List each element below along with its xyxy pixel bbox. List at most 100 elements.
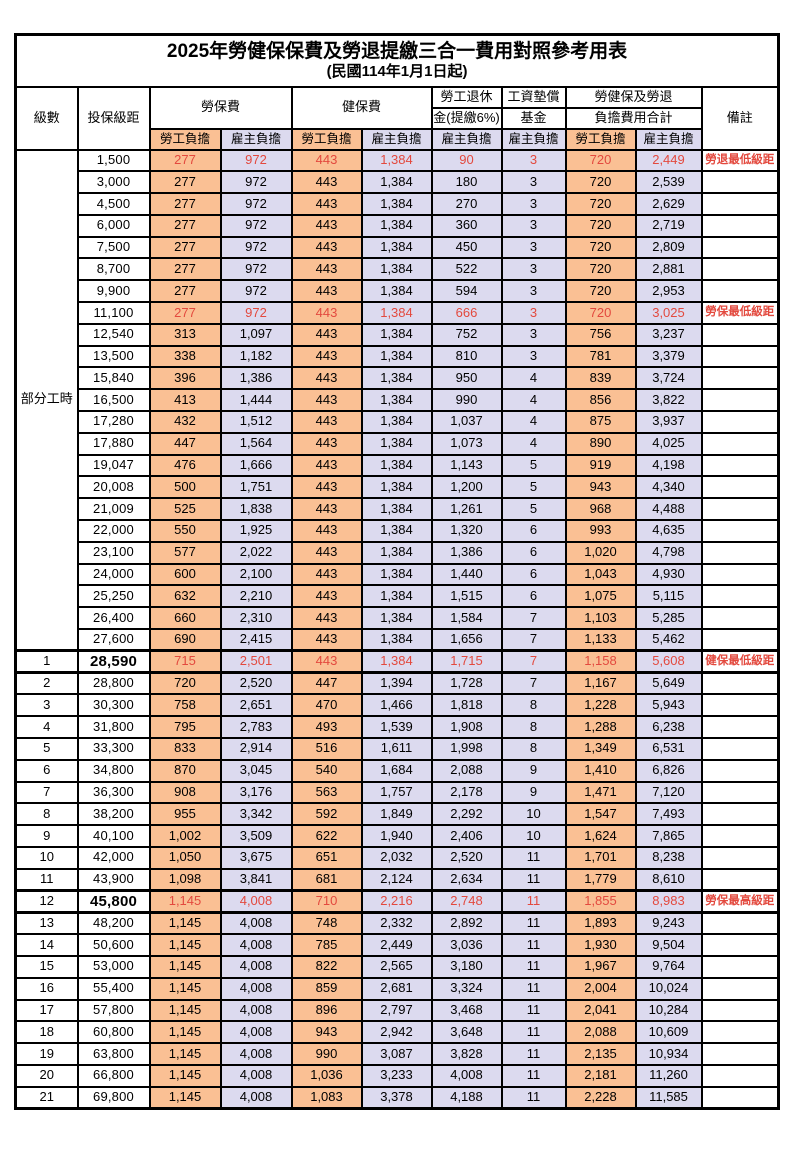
remark-cell — [700, 846, 780, 870]
bracket-cell: 34,800 — [76, 758, 151, 783]
total-employer-cell: 10,284 — [634, 998, 703, 1023]
li-employer-cell: 4,008 — [219, 954, 293, 979]
hi-employee-cell: 443 — [290, 431, 363, 456]
level-cell: 9 — [14, 824, 79, 848]
header-pension-line2: 金(提繳6%) — [430, 106, 503, 130]
pension-employer-cell: 1,320 — [430, 519, 503, 543]
li-employee-cell: 600 — [148, 562, 222, 587]
pension-employer-cell: 1,998 — [430, 737, 503, 761]
bracket-cell: 3,000 — [76, 170, 151, 195]
level-cell: 11 — [14, 867, 79, 892]
total-employer-cell: 2,953 — [634, 279, 703, 304]
li-employer-cell: 2,210 — [219, 584, 293, 609]
level-cell: 2 — [14, 671, 79, 696]
total-employer-cell: 7,865 — [634, 824, 703, 848]
hi-employer-cell: 2,332 — [360, 911, 433, 936]
hi-employer-cell: 1,940 — [360, 824, 433, 848]
wage-fund-employer-cell: 9 — [500, 780, 567, 805]
hi-employer-cell: 1,384 — [360, 628, 433, 652]
remark-cell — [700, 235, 780, 260]
level-cell: 14 — [14, 933, 79, 957]
total-employee-cell: 2,181 — [564, 1063, 637, 1088]
hi-employer-cell: 2,797 — [360, 998, 433, 1023]
hi-employee-cell: 443 — [290, 497, 363, 522]
total-employee-cell: 1,288 — [564, 715, 637, 740]
table-row: 1 28,590 715 2,501 443 1,384 1,715 7 1,158 5,608 健… — [14, 649, 780, 675]
total-employee-cell: 1,133 — [564, 628, 637, 652]
li-employee-cell: 277 — [148, 170, 222, 195]
hi-employee-cell: 443 — [290, 322, 363, 347]
total-employee-cell: 720 — [564, 213, 637, 238]
total-employer-cell: 9,243 — [634, 911, 703, 936]
li-employee-cell: 550 — [148, 519, 222, 543]
li-employee-cell: 690 — [148, 628, 222, 652]
hi-employer-cell: 1,384 — [360, 431, 433, 456]
remark-cell — [700, 1020, 780, 1045]
level-cell: 17 — [14, 998, 79, 1023]
pension-employer-cell: 1,515 — [430, 584, 503, 609]
wage-fund-employer-cell: 8 — [500, 737, 567, 761]
pension-employer-cell: 3,648 — [430, 1020, 503, 1045]
hi-employee-cell: 785 — [290, 933, 363, 957]
wage-fund-employer-cell: 6 — [500, 562, 567, 587]
wage-fund-employer-cell: 11 — [500, 976, 567, 1001]
table-row: 9,900 277 972 443 1,384 594 3 720 2,953 — [16, 279, 780, 304]
bracket-cell: 55,400 — [76, 976, 151, 1001]
li-employee-cell: 720 — [148, 671, 222, 696]
hi-employer-cell: 2,942 — [360, 1020, 433, 1045]
hi-employee-cell: 443 — [290, 584, 363, 609]
header-labor-insurance: 勞保費 — [148, 85, 293, 130]
li-employee-cell: 908 — [148, 780, 222, 805]
level-cell: 18 — [14, 1020, 79, 1045]
title-row: 2025年勞健保保費及勞退提繳三合一費用對照參考用表 (民國114年1月1日起) — [14, 33, 780, 88]
hi-employee-cell: 651 — [290, 846, 363, 870]
total-employee-cell: 1,624 — [564, 824, 637, 848]
remark-cell: 健保最低級距 — [700, 649, 780, 675]
hi-employee-cell: 443 — [290, 366, 363, 391]
total-employer-cell: 4,798 — [634, 540, 703, 565]
level-cell: 16 — [14, 976, 79, 1001]
total-employer-cell: 10,609 — [634, 1020, 703, 1045]
table-row: 19,047 476 1,666 443 1,384 1,143 5 919 4,198 — [16, 453, 780, 478]
total-employee-cell: 1,075 — [564, 584, 637, 609]
header-li-employee: 勞工負擔 — [148, 127, 222, 151]
pension-employer-cell: 3,324 — [430, 976, 503, 1001]
total-employee-cell: 720 — [564, 257, 637, 282]
table-row: 6 34,800 870 3,045 540 1,684 2,088 9 1,410 6,826 — [14, 758, 780, 783]
bracket-cell: 11,100 — [76, 301, 151, 325]
li-employee-cell: 1,145 — [148, 976, 222, 1001]
li-employer-cell: 4,008 — [219, 933, 293, 957]
bracket-cell: 40,100 — [76, 824, 151, 848]
table-body: 部分工時 1,500 277 972 443 1,384 90 3 720 2,449 勞退最低級距… — [14, 148, 780, 1110]
li-employer-cell: 2,415 — [219, 628, 293, 652]
li-employer-cell: 3,342 — [219, 802, 293, 827]
li-employee-cell: 955 — [148, 802, 222, 827]
hi-employee-cell: 516 — [290, 737, 363, 761]
total-employer-cell: 5,115 — [634, 584, 703, 609]
pension-employer-cell: 3,036 — [430, 933, 503, 957]
bracket-cell: 12,540 — [76, 322, 151, 347]
hi-employer-cell: 1,384 — [360, 235, 433, 260]
table-row: 21,009 525 1,838 443 1,384 1,261 5 968 4,488 — [16, 497, 780, 522]
hi-employee-cell: 710 — [290, 889, 363, 914]
wage-fund-employer-cell: 3 — [500, 279, 567, 304]
li-employee-cell: 758 — [148, 693, 222, 718]
header-total-employer: 雇主負擔 — [634, 127, 703, 151]
total-employer-cell: 5,649 — [634, 671, 703, 696]
bracket-cell: 69,800 — [76, 1085, 151, 1110]
bracket-cell: 13,500 — [76, 344, 151, 369]
hi-employee-cell: 1,036 — [290, 1063, 363, 1088]
li-employee-cell: 338 — [148, 344, 222, 369]
hi-employee-cell: 443 — [290, 192, 363, 216]
bracket-cell: 19,047 — [76, 453, 151, 478]
total-employer-cell: 3,724 — [634, 366, 703, 391]
li-employer-cell: 2,501 — [219, 649, 293, 675]
total-employee-cell: 856 — [564, 388, 637, 413]
hi-employee-cell: 443 — [290, 628, 363, 652]
li-employee-cell: 833 — [148, 737, 222, 761]
bracket-cell: 16,500 — [76, 388, 151, 413]
remark-cell — [700, 344, 780, 369]
remark-cell — [700, 911, 780, 936]
bracket-cell: 6,000 — [76, 213, 151, 238]
header-pension-employer: 雇主負擔 — [430, 127, 503, 151]
